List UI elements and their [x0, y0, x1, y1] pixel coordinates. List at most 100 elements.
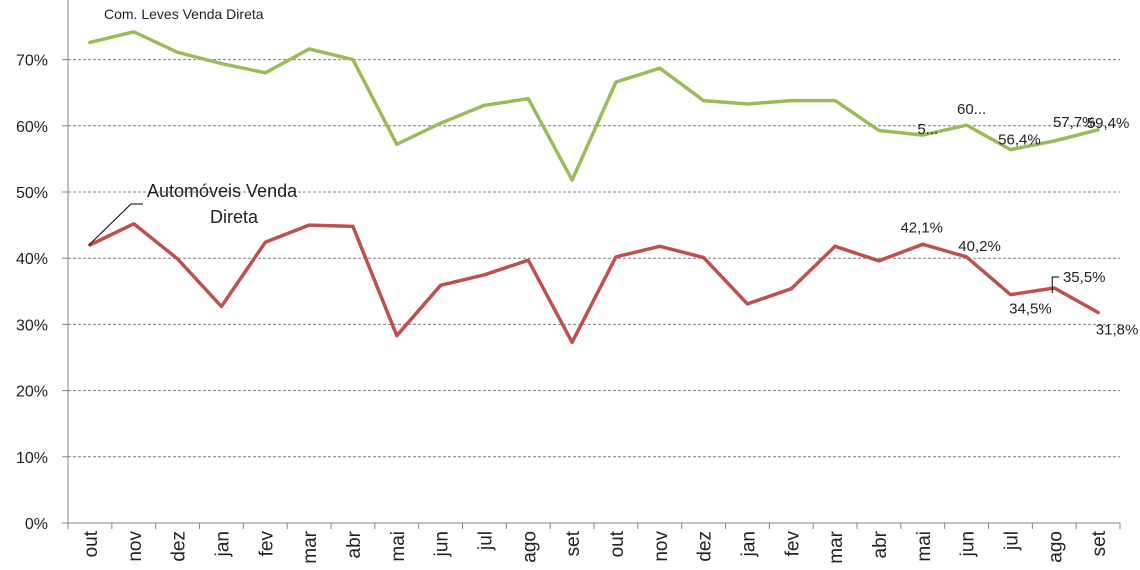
y-tick-labels: 0% 10% 20% 30% 40% 50% 60% 70%: [16, 53, 48, 533]
data-labels: 5... 60... 56,4% 57,7%59,4% 42,1% 40,2% 34,5% 3…: [900, 101, 1138, 338]
data-point: [483, 104, 485, 106]
data-label: 57,7%: [1053, 114, 1096, 131]
data-point: [834, 100, 836, 102]
x-tick-label: mai: [388, 531, 409, 562]
data-label: 5...: [917, 121, 938, 138]
x-tick-label: set: [1089, 530, 1110, 556]
data-point: [1097, 311, 1099, 313]
data-point: [615, 81, 617, 83]
series-label-automoveis-line1: Automóveis Venda: [147, 181, 298, 201]
data-point: [220, 306, 222, 308]
data-label: 60...: [957, 101, 986, 118]
x-tick-label: jun: [958, 531, 979, 557]
data-point: [527, 259, 529, 261]
data-point: [1009, 294, 1011, 296]
series-line-automoveis: [88, 222, 1100, 345]
data-point: [1053, 287, 1055, 289]
data-point: [790, 100, 792, 102]
data-point: [1009, 149, 1011, 151]
data-point: [571, 179, 573, 181]
data-point: [878, 129, 880, 131]
data-point: [966, 256, 968, 258]
data-label: 59,4%: [1087, 115, 1130, 132]
x-tick-label: out: [607, 530, 628, 557]
x-tick-label: abr: [870, 530, 891, 558]
data-point: [922, 134, 924, 136]
x-tick-label: jun: [432, 531, 453, 557]
data-point: [966, 124, 968, 126]
data-point: [746, 103, 748, 105]
data-label: 56,4%: [998, 132, 1041, 149]
data-point: [308, 48, 310, 50]
y-tick-label: 70%: [16, 53, 48, 70]
annotations: Com. Leves Venda Direta Automóveis Venda…: [88, 6, 298, 246]
y-tick-label: 10%: [16, 450, 48, 467]
data-point: [177, 51, 179, 53]
data-label: 40,2%: [958, 238, 1001, 255]
y-tick-label: 30%: [16, 317, 48, 334]
data-point: [1097, 129, 1099, 131]
data-label-leader: [1051, 276, 1060, 293]
x-tick-label: fev: [782, 531, 803, 557]
data-point: [89, 41, 91, 43]
data-point: [571, 341, 573, 343]
y-tick-label: 0%: [25, 516, 48, 533]
data-point: [264, 72, 266, 74]
x-tick-label: out: [81, 530, 102, 557]
data-point: [308, 224, 310, 226]
y-tick-label: 40%: [16, 251, 48, 268]
data-point: [659, 245, 661, 247]
data-point: [440, 122, 442, 124]
series-label-automoveis-leader: [88, 203, 143, 246]
data-point: [703, 100, 705, 102]
x-tick-label: abr: [344, 530, 365, 558]
data-point: [352, 59, 354, 61]
x-tick-labels: out nov dez jan fev mar abr mai jun jul ago set out n…: [67, 523, 1121, 564]
x-tick-label: mar: [826, 530, 847, 563]
x-tick-label: nov: [125, 531, 146, 562]
data-point: [396, 143, 398, 145]
x-tick-label: dez: [695, 531, 716, 562]
data-point: [133, 31, 135, 33]
data-point: [220, 63, 222, 65]
data-point: [396, 335, 398, 337]
data-point: [352, 225, 354, 227]
x-tick-label: jan: [738, 531, 759, 557]
y-tick-label: 50%: [16, 185, 48, 202]
data-point: [790, 288, 792, 290]
x-tick-label: jul: [1001, 531, 1022, 551]
x-tick-label: mar: [300, 530, 321, 563]
series-lines: [88, 30, 1100, 345]
gridlines: [62, 59, 1120, 524]
x-tick-label: ago: [519, 531, 540, 563]
data-point: [922, 243, 924, 245]
data-point: [133, 223, 135, 225]
y-tick-label: 20%: [16, 384, 48, 401]
series-label-com-leves: Com. Leves Venda Direta: [104, 6, 264, 22]
data-label: 35,5%: [1063, 269, 1106, 286]
x-tick-label: jul: [475, 531, 496, 551]
data-point: [440, 284, 442, 286]
series-line-com-leves: [88, 30, 1100, 182]
x-tick-label: jan: [212, 531, 233, 557]
x-tick-label: fev: [256, 531, 277, 557]
data-label: 42,1%: [900, 219, 943, 236]
axes: [67, 0, 1120, 524]
x-tick-label: set: [563, 530, 584, 556]
x-tick-label: nov: [651, 531, 672, 562]
data-point: [659, 67, 661, 69]
data-label: 31,8%: [1096, 321, 1139, 338]
series-label-automoveis-line2: Direta: [210, 207, 259, 227]
data-point: [746, 303, 748, 305]
data-point: [527, 98, 529, 100]
data-point: [615, 256, 617, 258]
x-tick-label: dez: [169, 531, 190, 562]
x-tick-label: mai: [914, 531, 935, 562]
data-point: [483, 274, 485, 276]
x-tick-label: ago: [1045, 531, 1066, 563]
data-point: [878, 260, 880, 262]
data-point: [703, 257, 705, 259]
data-point: [834, 245, 836, 247]
data-point: [264, 241, 266, 243]
